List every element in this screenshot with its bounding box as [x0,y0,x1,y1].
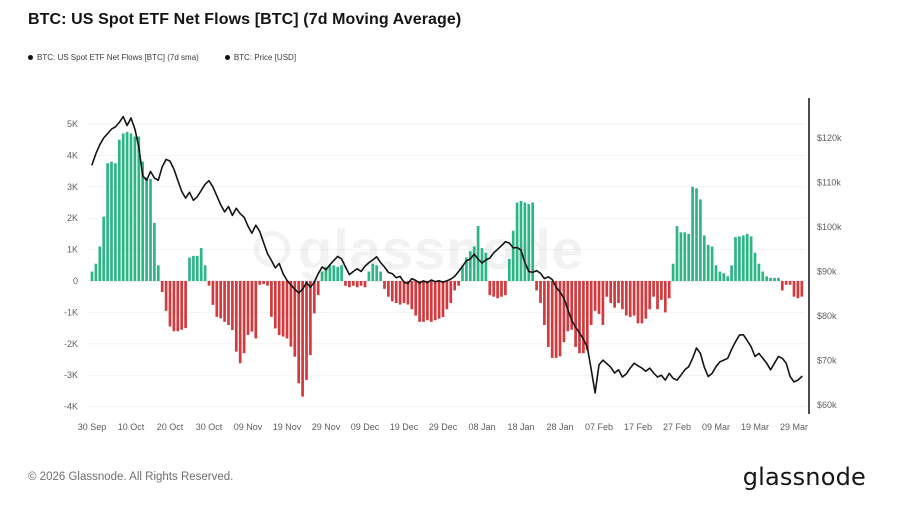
svg-text:18 Jan: 18 Jan [507,422,534,432]
svg-text:28 Jan: 28 Jan [546,422,573,432]
svg-text:3K: 3K [67,182,78,192]
left-axis-labels: 5K 4K 3K 2K 1K 0 -1K -2K -3K -4K [64,119,78,412]
svg-text:-3K: -3K [64,370,78,380]
svg-text:0: 0 [73,276,78,286]
svg-text:-1K: -1K [64,307,78,317]
copyright-text: © 2026 Glassnode. All Rights Reserved. [28,471,234,483]
svg-text:$80k: $80k [817,311,837,321]
svg-text:10 Oct: 10 Oct [118,422,145,432]
svg-text:-4K: -4K [64,402,78,412]
svg-text:$120k: $120k [817,133,842,143]
svg-text:4K: 4K [67,150,78,160]
x-axis-labels: 30 Sep 10 Oct 20 Oct 30 Oct 09 Nov 19 Nov 29 N… [78,422,808,432]
svg-text:2K: 2K [67,213,78,223]
svg-text:30 Oct: 30 Oct [196,422,223,432]
svg-text:19 Dec: 19 Dec [390,422,419,432]
price-line[interactable] [91,115,803,394]
legend: BTC: US Spot ETF Net Flows [BTC] (7d sma… [28,53,296,62]
legend-marker-icon [28,55,33,60]
svg-text:09 Mar: 09 Mar [702,422,730,432]
svg-text:30 Sep: 30 Sep [78,422,107,432]
glassnode-logo: glassnode [742,463,866,491]
svg-text:17 Feb: 17 Feb [624,422,652,432]
svg-text:19 Nov: 19 Nov [273,422,302,432]
svg-text:08 Jan: 08 Jan [468,422,495,432]
svg-text:27 Feb: 27 Feb [663,422,691,432]
svg-text:$90k: $90k [817,267,837,277]
svg-text:29 Dec: 29 Dec [429,422,458,432]
svg-text:$100k: $100k [817,222,842,232]
svg-text:09 Dec: 09 Dec [351,422,380,432]
svg-text:20 Oct: 20 Oct [157,422,184,432]
svg-text:$70k: $70k [817,356,837,366]
legend-marker-icon [224,55,230,60]
svg-text:29 Nov: 29 Nov [312,422,341,432]
right-axis-labels: $120k $110k $100k $90k $80k $70k $60k [817,133,842,410]
svg-text:$60k: $60k [817,400,837,410]
svg-text:19 Mar: 19 Mar [741,422,769,432]
svg-text:07 Feb: 07 Feb [585,422,613,432]
svg-text:1K: 1K [67,245,78,255]
page-title: BTC: US Spot ETF Net Flows [BTC] (7d Mov… [28,11,462,28]
svg-text:09 Nov: 09 Nov [234,422,263,432]
svg-text:29 Mar: 29 Mar [780,422,808,432]
svg-text:5K: 5K [67,119,78,129]
legend-item-label: BTC: US Spot ETF Net Flows [BTC] (7d sma… [37,53,199,62]
legend-item-price[interactable]: BTC: Price [USD] [224,53,297,62]
svg-text:$110k: $110k [817,178,841,188]
watermark: glassnode [254,218,583,281]
legend-item-label: BTC: Price [USD] [233,53,297,62]
netflow-bars[interactable] [90,131,804,397]
svg-text:-2K: -2K [64,339,78,349]
legend-item-netflows[interactable]: BTC: US Spot ETF Net Flows [BTC] (7d sma… [28,53,199,62]
